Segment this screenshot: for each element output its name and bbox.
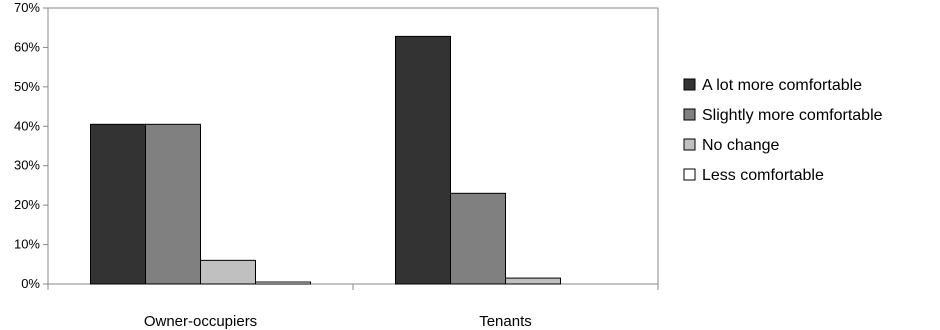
legend-swatch <box>683 108 696 121</box>
y-tick-label: 60% <box>14 39 40 54</box>
legend-swatch <box>683 78 696 91</box>
y-tick-label: 10% <box>14 237 40 252</box>
bar <box>255 281 311 285</box>
legend: A lot more comfortable Slightly more comf… <box>683 77 883 184</box>
legend-swatch <box>683 168 696 181</box>
legend-label: Slightly more comfortable <box>702 107 883 124</box>
y-tick-label: 20% <box>14 197 40 212</box>
legend-label: No change <box>702 137 779 154</box>
bar <box>145 123 201 285</box>
legend-label: Less comfortable <box>702 167 824 184</box>
category-label: Owner-occupiers <box>144 313 257 330</box>
axes-group: 0% 10% 20% 30% 40% 50% 60% 70% Owner-occupiers Te… <box>14 0 659 330</box>
y-tick-label: 0% <box>21 276 40 291</box>
y-tick-label: 30% <box>14 158 40 173</box>
bar <box>395 35 451 285</box>
bar <box>450 192 506 285</box>
bar <box>505 277 561 285</box>
bars-group <box>90 35 561 285</box>
bar <box>200 259 256 285</box>
y-tick-label: 70% <box>14 0 40 15</box>
category-label: Tenants <box>479 313 532 330</box>
legend-label: A lot more comfortable <box>702 77 862 94</box>
y-tick-label: 50% <box>14 79 40 94</box>
bar <box>90 123 146 285</box>
y-tick-label: 40% <box>14 118 40 133</box>
legend-swatch <box>683 138 696 151</box>
